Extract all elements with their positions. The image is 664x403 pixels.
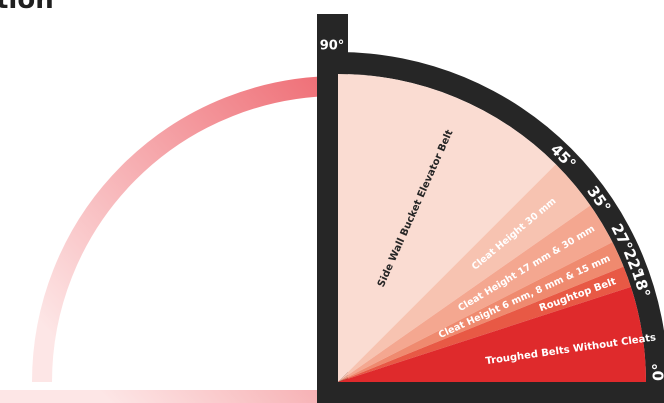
angle-label-0: 0°: [650, 363, 664, 381]
page-title: tion: [0, 0, 54, 15]
angle-label-90: 90°: [320, 39, 345, 54]
frame-baseline: [317, 382, 664, 403]
zone-cleat-6-8-15: [338, 242, 624, 382]
zone-roughtop: [338, 266, 631, 382]
zone-sidewall: [338, 74, 556, 382]
decorative-arc: [32, 76, 339, 383]
outer-frame-ring: [338, 52, 664, 382]
zone-troughed: [338, 286, 646, 382]
zone-cleat-30: [338, 164, 591, 382]
decorative-baseline: [0, 390, 320, 403]
zone-cleat-17-30: [338, 205, 613, 382]
